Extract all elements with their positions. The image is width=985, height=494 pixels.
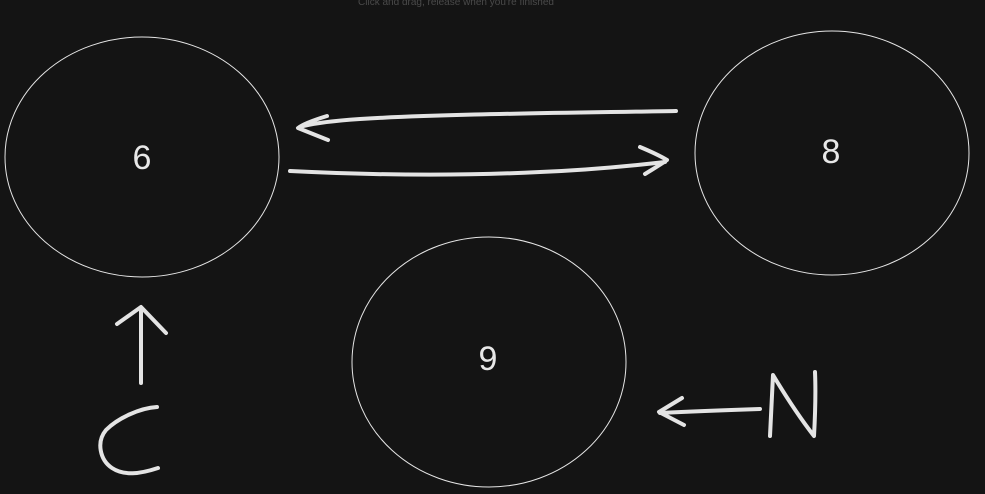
handwritten-n-stroke bbox=[768, 370, 818, 438]
arrow-8-to-6 bbox=[296, 109, 678, 142]
arrow-6-to-8 bbox=[288, 145, 669, 177]
arrow-8-to-6-shaft bbox=[298, 109, 678, 129]
arrow-n-to-9-shaft bbox=[658, 407, 762, 415]
arrow-n-to-9-head bbox=[657, 396, 686, 427]
arrow-n-to-9 bbox=[657, 396, 762, 427]
node-6[interactable]: 6 bbox=[4, 36, 280, 278]
instruction-text: Click and drag, release when you're fini… bbox=[358, 0, 554, 8]
node-9-circle bbox=[351, 236, 627, 488]
handwritten-n bbox=[768, 370, 818, 438]
node-9-label: 9 bbox=[479, 340, 498, 378]
handwritten-c bbox=[98, 405, 160, 476]
node-8[interactable]: 8 bbox=[694, 30, 970, 276]
arrow-c-to-6-head bbox=[115, 305, 168, 335]
arrow-8-to-6-head bbox=[296, 114, 330, 142]
node-6-label: 6 bbox=[133, 139, 152, 177]
arrow-6-to-8-head bbox=[638, 145, 669, 176]
node-9[interactable]: 9 bbox=[351, 236, 627, 488]
arrow-6-to-8-shaft bbox=[288, 160, 667, 177]
arrow-c-to-6 bbox=[115, 305, 168, 385]
node-8-circle bbox=[694, 30, 970, 276]
node-8-label: 8 bbox=[822, 133, 841, 171]
handwritten-c-stroke bbox=[98, 405, 160, 476]
node-6-circle bbox=[4, 36, 280, 278]
